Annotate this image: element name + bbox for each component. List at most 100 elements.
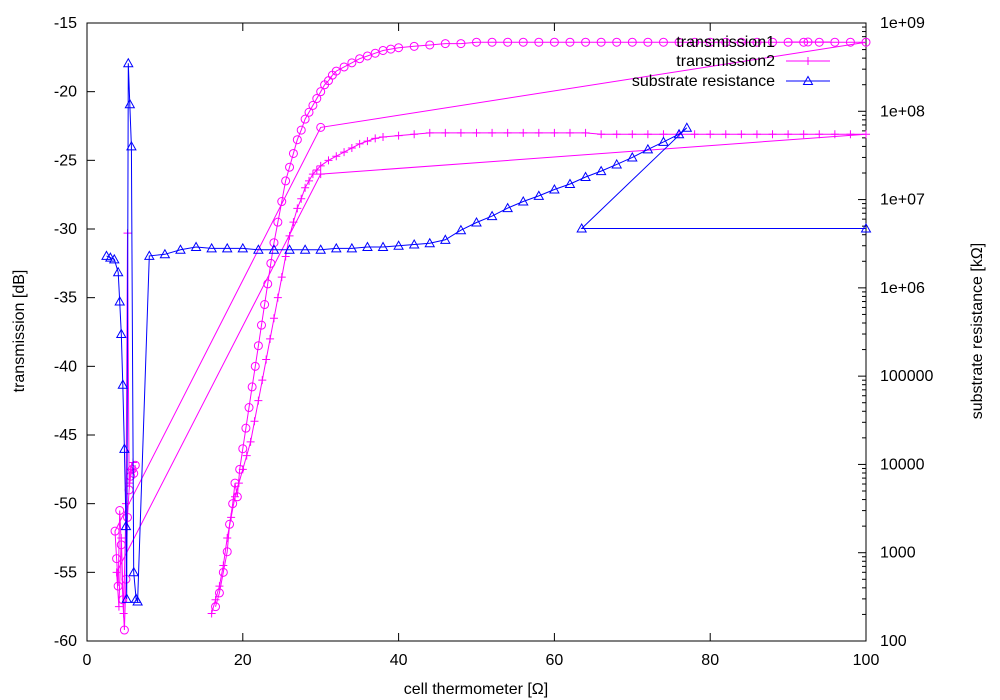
data-point-transmission1 [565,37,575,47]
data-point-transmission2 [347,143,356,152]
y2-tick-label: 10000 [880,456,925,473]
data-point-transmission2 [246,437,255,446]
data-point-transmission2 [768,130,777,139]
data-point-transmission1 [331,66,341,76]
data-point-transmission2 [643,130,652,139]
series-line-transmission1 [114,41,867,631]
data-point-transmission1 [292,135,302,145]
y2-tick-label: 1e+08 [880,103,925,120]
data-point-transmission2 [281,252,290,261]
data-point-transmission2 [830,130,839,139]
data-point-transmission2 [114,602,123,611]
data-point-substrate-resistance [860,223,872,233]
data-point-transmission2 [324,156,333,165]
x-tick-label: 80 [701,652,719,669]
data-point-transmission1 [549,37,559,47]
legend-swatch-transmission2 [786,57,830,65]
data-point-transmission1 [347,58,357,68]
data-point-substrate-resistance [143,250,155,260]
y-tick-label: -55 [54,564,77,581]
data-point-transmission2 [254,396,263,405]
data-point-transmission1 [304,107,314,117]
data-point-transmission2 [119,609,128,618]
data-point-transmission2 [628,130,637,139]
data-point-transmission2 [441,128,450,137]
data-point-transmission1 [110,526,120,536]
data-point-transmission2 [223,534,232,542]
data-point-transmission2 [316,170,325,179]
data-point-substrate-resistance [253,244,264,254]
data-point-transmission1 [861,37,871,47]
data-point-substrate-resistance [393,240,404,250]
data-point-substrate-resistance [121,593,133,603]
data-point-substrate-resistance [112,266,124,277]
data-point-transmission2 [277,273,286,282]
data-point-substrate-resistance [159,248,171,259]
data-point-transmission2 [238,465,247,474]
y-axis-label: transmission [dB] [11,270,28,393]
data-point-substrate-resistance [237,242,249,253]
data-point-transmission1 [316,122,326,132]
data-point-transmission2 [565,128,574,137]
data-point-transmission1 [627,37,637,47]
x-tick-label: 0 [83,652,92,669]
data-point-transmission1 [256,320,266,330]
data-point-transmission2 [112,568,121,577]
data-point-substrate-resistance [268,244,280,254]
data-point-transmission1 [612,37,622,47]
data-point-transmission2 [285,231,294,240]
data-point-substrate-resistance [642,143,654,154]
data-point-transmission2 [394,131,403,140]
y2-tick-label: 1e+06 [880,280,925,297]
data-point-transmission2 [846,130,855,139]
data-point-transmission1 [247,382,257,392]
data-point-transmission2 [721,130,730,139]
legend-label-transmission1: transmission1 [676,34,775,51]
data-point-transmission2 [242,451,251,460]
y2-tick-label: 100000 [880,368,933,385]
data-point-substrate-resistance [580,171,591,182]
data-point-transmission1 [690,37,700,47]
data-point-transmission2 [340,148,349,157]
data-point-substrate-resistance [126,140,137,151]
data-point-transmission1 [269,238,279,248]
data-point-transmission1 [721,37,731,47]
data-point-substrate-resistance [284,244,295,254]
x-tick-label: 60 [546,652,564,669]
data-point-substrate-resistance [439,234,451,244]
data-point-transmission2 [815,130,824,139]
data-point-transmission1 [300,114,310,124]
plot-frame [86,22,867,642]
data-point-transmission2 [207,609,216,618]
data-point-substrate-resistance [377,241,389,252]
data-point-substrate-resistance [549,183,560,194]
x-axis-ticks: 0 20 40 60 80 100 [83,23,880,669]
data-point-transmission2 [117,534,126,542]
data-point-transmission1 [409,41,419,51]
data-point-transmission2 [227,513,236,522]
data-point-transmission2 [799,130,808,139]
data-point-transmission1 [281,176,291,186]
data-point-transmission2 [289,218,298,227]
legend: transmission1 transmission2 substrate re… [632,34,830,90]
data-point-transmission1 [830,37,840,47]
data-point-transmission1 [241,423,251,433]
data-point-transmission2 [706,130,715,139]
data-point-transmission2 [488,128,497,137]
data-point-transmission1 [273,217,283,227]
series-substrate-resistance [101,57,872,606]
legend-swatch-transmission1 [786,37,830,47]
data-point-substrate-resistance [108,253,120,264]
data-point-transmission2 [308,170,317,179]
data-point-transmission2 [503,128,512,137]
data-point-substrate-resistance [120,520,132,531]
data-point-transmission1 [768,37,778,47]
x-tick-label: 100 [853,652,880,669]
data-point-transmission1 [277,197,287,207]
data-point-substrate-resistance [346,242,358,253]
data-point-transmission2 [297,194,306,203]
data-point-transmission2 [211,595,220,604]
data-point-substrate-resistance [362,241,373,252]
series-transmission1 [110,37,871,635]
y2-axis-ticks: 100 1000 10000 100000 1e+06 1e+07 1e+08 1e+09 [858,15,933,650]
